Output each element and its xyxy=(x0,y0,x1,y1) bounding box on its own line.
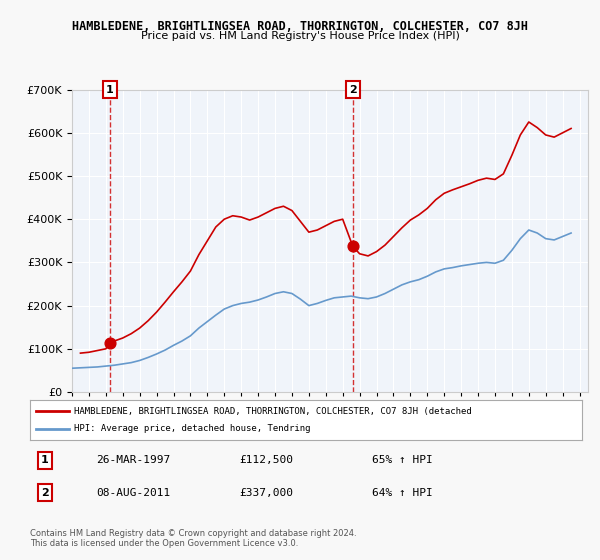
Text: 2: 2 xyxy=(41,488,49,498)
Text: £112,500: £112,500 xyxy=(240,455,294,465)
Point xyxy=(105,339,115,348)
Text: HAMBLEDENE, BRIGHTLINGSEA ROAD, THORRINGTON, COLCHESTER, CO7 8JH (detached: HAMBLEDENE, BRIGHTLINGSEA ROAD, THORRING… xyxy=(74,407,472,416)
Text: 64% ↑ HPI: 64% ↑ HPI xyxy=(372,488,433,498)
Text: HPI: Average price, detached house, Tendring: HPI: Average price, detached house, Tend… xyxy=(74,424,311,433)
Text: 1: 1 xyxy=(106,85,113,95)
Text: 08-AUG-2011: 08-AUG-2011 xyxy=(96,488,170,498)
Text: £337,000: £337,000 xyxy=(240,488,294,498)
Text: Price paid vs. HM Land Registry's House Price Index (HPI): Price paid vs. HM Land Registry's House … xyxy=(140,31,460,41)
Text: 26-MAR-1997: 26-MAR-1997 xyxy=(96,455,170,465)
Point xyxy=(348,242,358,251)
Text: HAMBLEDENE, BRIGHTLINGSEA ROAD, THORRINGTON, COLCHESTER, CO7 8JH: HAMBLEDENE, BRIGHTLINGSEA ROAD, THORRING… xyxy=(72,20,528,32)
Text: Contains HM Land Registry data © Crown copyright and database right 2024.: Contains HM Land Registry data © Crown c… xyxy=(30,529,356,538)
Text: 2: 2 xyxy=(349,85,357,95)
Text: 65% ↑ HPI: 65% ↑ HPI xyxy=(372,455,433,465)
Text: 1: 1 xyxy=(41,455,49,465)
Text: This data is licensed under the Open Government Licence v3.0.: This data is licensed under the Open Gov… xyxy=(30,539,298,548)
